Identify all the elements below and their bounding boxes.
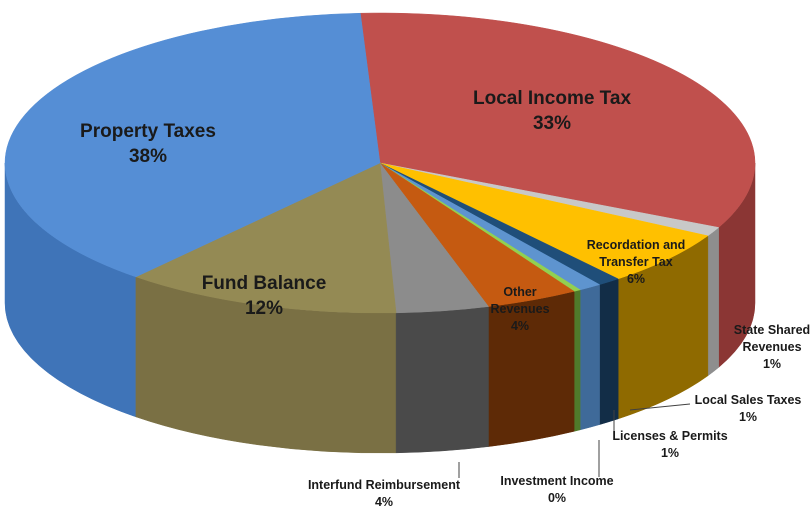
pie-slice-property-taxes [4,12,381,278]
pie-slice-recordation-and-transfer-tax [379,162,709,280]
data-label-interfund-reimbursement: Interfund Reimbursement 4% [308,478,461,508]
percent-label-fund-balance: 12% [245,298,283,319]
data-label-local-sales-taxes: Local Sales Taxes 1% [695,393,802,424]
pie-sides [4,162,756,454]
percent-label-local-income-tax: 33% [533,113,571,134]
leader-line-local-sales-taxes [629,403,691,411]
leader-lines [458,403,691,478]
percent-label-state-shared-revenues: 1% [763,357,781,371]
data-label-investment-income: Investment Income 0% [500,474,613,505]
pie-side-interfund-reimbursement [395,306,489,454]
pie-side-state-shared-revenues [707,226,719,377]
pie-tops [4,12,756,314]
pie-side-local-sales-taxes [599,278,619,425]
percent-label-other-revenues: 4% [511,319,529,333]
percent-label-local-sales-taxes: 1% [739,410,757,424]
data-label-fund-balance: Fund Balance 12% [202,273,327,319]
pie-side-licenses-and-permits [579,284,600,431]
percent-label-recordation-and-transfer-tax: 6% [627,272,645,286]
pie-slice-local-income-tax [360,12,756,228]
data-label-local-income-tax: Local Income Tax 33% [473,88,631,134]
data-labels: Local Income Tax 33% State Shared Revenues 1… [80,88,810,508]
percent-label-licenses-and-permits: 1% [661,446,679,460]
percent-label-interfund-reimbursement: 4% [375,495,393,508]
percent-label-property-taxes: 38% [129,146,167,167]
pie-side-investment-income [573,289,581,432]
data-label-recordation-and-transfer-tax: Recordation and Transfer Tax 6% [587,238,686,286]
data-label-licenses-and-permits: Licenses & Permits 1% [612,429,727,460]
percent-label-investment-income: 0% [548,491,566,505]
data-label-other-revenues: Other Revenues 4% [490,285,549,333]
pie-slice-fund-balance [135,162,397,314]
data-label-property-taxes: Property Taxes 38% [80,121,216,167]
data-label-state-shared-revenues: State Shared Revenues 1% [734,323,810,371]
